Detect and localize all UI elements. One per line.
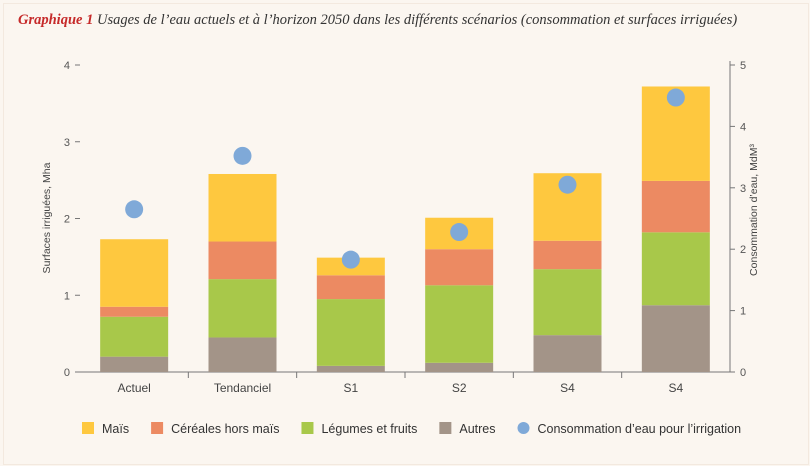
legend: Maïs Céréales hors maïs Légumes et fruits A…	[82, 422, 741, 436]
consumption-point	[666, 88, 685, 107]
legend-label: Maïs	[102, 422, 129, 436]
y2-axis-label: Consommation d’eau, MdM³	[748, 144, 760, 276]
bar-segment-c-r-ales-hors-ma-s	[208, 241, 277, 280]
x-category-label: Actuel	[117, 381, 150, 395]
chart-title: Graphique 1 Usages de l’eau actuels et à…	[18, 12, 737, 29]
x-category-label: S4	[668, 381, 683, 395]
legend-label: Légumes et fruits	[321, 422, 417, 436]
consumption-point	[558, 175, 577, 194]
legend-label: Céréales hors maïs	[171, 422, 279, 436]
bar-segment-autres	[316, 365, 385, 372]
legend-item: Maïs	[82, 422, 129, 436]
bar-segment-c-r-ales-hors-ma-s	[425, 249, 494, 286]
bar-segment-l-gumes-et-fruits	[100, 316, 169, 357]
legend-label: Consommation d’eau pour l’irrigation	[538, 422, 742, 436]
legend-item: Légumes et fruits	[301, 422, 417, 436]
y-tick-label: 3	[64, 137, 70, 149]
y2-tick-label: 2	[740, 244, 746, 256]
y2-tick-label: 0	[740, 367, 746, 379]
bar-segment-autres	[208, 337, 277, 372]
bar-segment-autres	[641, 305, 710, 372]
bar-segment-autres	[533, 335, 602, 372]
bar-segment-c-r-ales-hors-ma-s	[100, 306, 169, 317]
y-tick-label: 1	[64, 290, 70, 302]
y-tick-label: 2	[64, 214, 70, 226]
legend-swatch	[151, 422, 164, 434]
axes: 0 1 2 3 4 0 1 2 3 4 5 Actuel Tendanciel S1 S2 S4 S4	[64, 60, 746, 395]
bar-segment-l-gumes-et-fruits	[316, 299, 385, 366]
legend-item: Autres	[439, 422, 496, 436]
bar-segment-autres	[100, 356, 169, 372]
legend-swatch-dot	[517, 422, 530, 434]
y2-tick-label: 4	[740, 121, 746, 133]
y2-tick-label: 1	[740, 306, 746, 318]
bar-segment-l-gumes-et-fruits	[533, 269, 602, 336]
y2-tick-label: 3	[740, 183, 746, 195]
bar-segment-l-gumes-et-fruits	[425, 285, 494, 363]
legend-swatch	[301, 422, 314, 434]
y2-tick-label: 5	[740, 60, 746, 72]
y-tick-label: 0	[64, 367, 70, 379]
legend-item: Consommation d’eau pour l’irrigation	[517, 422, 742, 436]
consumption-point	[125, 200, 144, 219]
bar-segment-c-r-ales-hors-ma-s	[316, 275, 385, 300]
bars	[100, 86, 710, 372]
legend-swatch	[439, 422, 452, 434]
legend-item: Céréales hors maïs	[151, 422, 279, 436]
chart-title-label: Graphique 1	[18, 12, 94, 28]
x-category-label: S1	[343, 381, 358, 395]
legend-swatch	[82, 422, 94, 434]
bar-segment-c-r-ales-hors-ma-s	[641, 180, 710, 233]
x-category-label: S4	[560, 381, 575, 395]
chart-title-text: Usages de l’eau actuels et à l’horizon 2…	[96, 12, 738, 28]
bar-segment-ma-s	[208, 173, 277, 242]
bar-segment-autres	[425, 362, 494, 372]
legend-label: Autres	[459, 422, 495, 436]
consumption-point	[233, 146, 252, 165]
y-axis-label: Surfaces irriguées, Mha	[41, 162, 53, 273]
bar-segment-c-r-ales-hors-ma-s	[533, 240, 602, 270]
bar-segment-l-gumes-et-fruits	[641, 232, 710, 306]
x-category-label: Tendanciel	[214, 381, 271, 395]
y-tick-label: 4	[64, 60, 70, 72]
bar-segment-l-gumes-et-fruits	[208, 279, 277, 338]
x-category-label: S2	[452, 381, 467, 395]
consumption-point	[450, 223, 469, 242]
bar-segment-ma-s	[100, 239, 169, 307]
consumption-points	[125, 88, 685, 269]
consumption-point	[341, 250, 360, 269]
